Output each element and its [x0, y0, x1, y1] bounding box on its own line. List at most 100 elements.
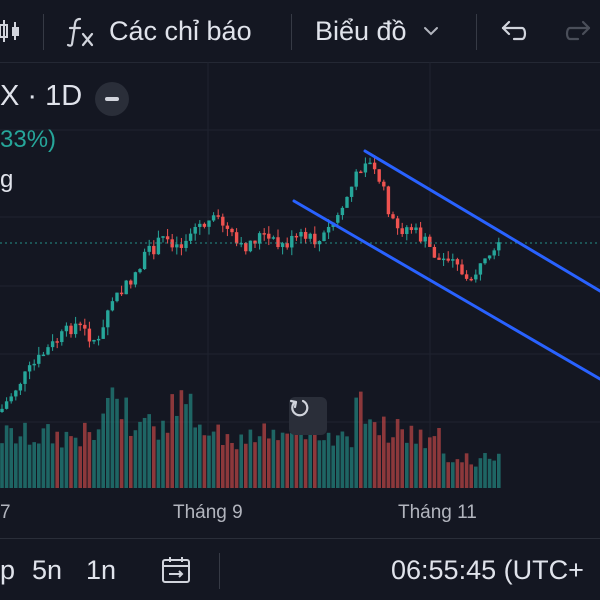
volume-bar: [165, 432, 170, 488]
candle-body: [239, 242, 243, 245]
volume-bar: [147, 414, 151, 488]
clock-timezone[interactable]: 06:55:45 (UTC+: [391, 554, 584, 585]
redo-button[interactable]: [564, 0, 592, 62]
volume-bar: [372, 422, 377, 488]
volume-bar: [198, 424, 202, 488]
candle-body: [87, 328, 92, 342]
reset-icon: [289, 399, 309, 417]
volume-bar: [262, 423, 266, 488]
volume-bar: [106, 397, 110, 488]
toolbar-divider: [291, 14, 292, 50]
candle-body: [207, 220, 211, 227]
candle-body: [23, 371, 27, 384]
volume-bar: [280, 432, 285, 488]
candle-body: [101, 327, 105, 339]
candle-body: [115, 292, 119, 302]
volume-bar: [64, 431, 69, 488]
candle-body: [161, 236, 165, 238]
undo-button[interactable]: [500, 0, 528, 62]
candle-body: [0, 408, 4, 412]
candle-body: [230, 228, 234, 233]
volume-bar: [14, 443, 18, 488]
toolbar-divider: [476, 14, 477, 50]
indicators-label: Các chỉ báo: [109, 15, 252, 46]
volume-bar: [368, 419, 372, 488]
volume-bar: [188, 393, 193, 488]
volume-bar: [184, 404, 188, 488]
candles-icon: [0, 20, 19, 42]
volume-bar: [428, 437, 432, 488]
candle-body: [322, 232, 326, 242]
price-chart[interactable]: [0, 62, 600, 538]
range-button-1n[interactable]: 1n: [86, 554, 117, 585]
candle-body: [55, 341, 59, 343]
candlestick-series: [0, 155, 501, 413]
candle-body: [152, 245, 156, 255]
volume-bar: [138, 421, 142, 488]
candle-body: [184, 240, 188, 248]
volume-bar: [418, 429, 423, 488]
candle-body: [483, 258, 487, 264]
volume-bar: [248, 429, 253, 488]
candle-body: [221, 216, 225, 226]
volume-bar: [432, 436, 437, 488]
chart-style-button[interactable]: [0, 0, 22, 62]
candle-body: [156, 237, 161, 255]
candle-body: [106, 310, 110, 328]
chart-pane[interactable]: X · 1D 33%) g 7 Tháng 9 Tháng 11: [0, 62, 600, 538]
volume-bar: [474, 466, 478, 488]
volume-bar: [0, 443, 4, 488]
indicators-button[interactable]: Các chỉ báo: [66, 0, 271, 62]
candle-body: [32, 363, 36, 366]
volume-bar: [92, 439, 96, 488]
volume-bar: [313, 425, 317, 488]
candle-body: [4, 401, 9, 409]
candle-body: [336, 215, 340, 223]
candle-body: [27, 365, 32, 372]
volume-bar: [460, 462, 464, 488]
date-range-button[interactable]: [160, 539, 192, 600]
chart-type-button[interactable]: Biểu đồ: [315, 0, 453, 62]
candle-body: [188, 233, 193, 241]
volume-bar: [395, 419, 400, 488]
reset-chart-button[interactable]: [289, 397, 327, 435]
volume-bar: [326, 432, 331, 488]
candle-body: [198, 223, 202, 227]
candle-body: [133, 272, 138, 285]
candle-body: [225, 225, 230, 229]
candle-body: [386, 186, 391, 215]
volume-bar: [142, 417, 147, 488]
range-button[interactable]: p: [0, 554, 16, 585]
range-button-5n[interactable]: 5n: [32, 554, 63, 585]
volume-bar: [382, 416, 386, 488]
volume-bar: [32, 442, 36, 488]
candle-body: [96, 338, 101, 341]
volume-bar: [156, 439, 161, 488]
candle-body: [83, 324, 87, 329]
candle-body: [124, 280, 128, 295]
candle-body: [349, 186, 354, 197]
volume-bar: [257, 436, 262, 488]
candle-body: [18, 383, 23, 391]
collapse-legend-button[interactable]: [95, 82, 129, 116]
candle-body: [262, 233, 266, 235]
candle-body: [377, 169, 381, 182]
volume-bar: [349, 447, 354, 488]
candle-body: [280, 243, 285, 248]
candle-body: [359, 171, 363, 174]
volume-bar: [83, 422, 87, 488]
candle-body: [271, 237, 276, 239]
candle-body: [313, 233, 317, 245]
candle-body: [460, 264, 464, 275]
volume-bar: [267, 438, 271, 488]
candle-body: [474, 274, 478, 280]
volume-bar: [483, 453, 487, 488]
volume-bar: [464, 453, 469, 488]
volume-bar: [234, 449, 239, 488]
candle-body: [129, 280, 133, 285]
bottom-toolbar: p 5n 1n 06:55:45 (UTC+: [0, 538, 600, 600]
candle-body: [253, 240, 257, 244]
volume-bar: [152, 426, 156, 488]
candle-body: [202, 223, 207, 227]
